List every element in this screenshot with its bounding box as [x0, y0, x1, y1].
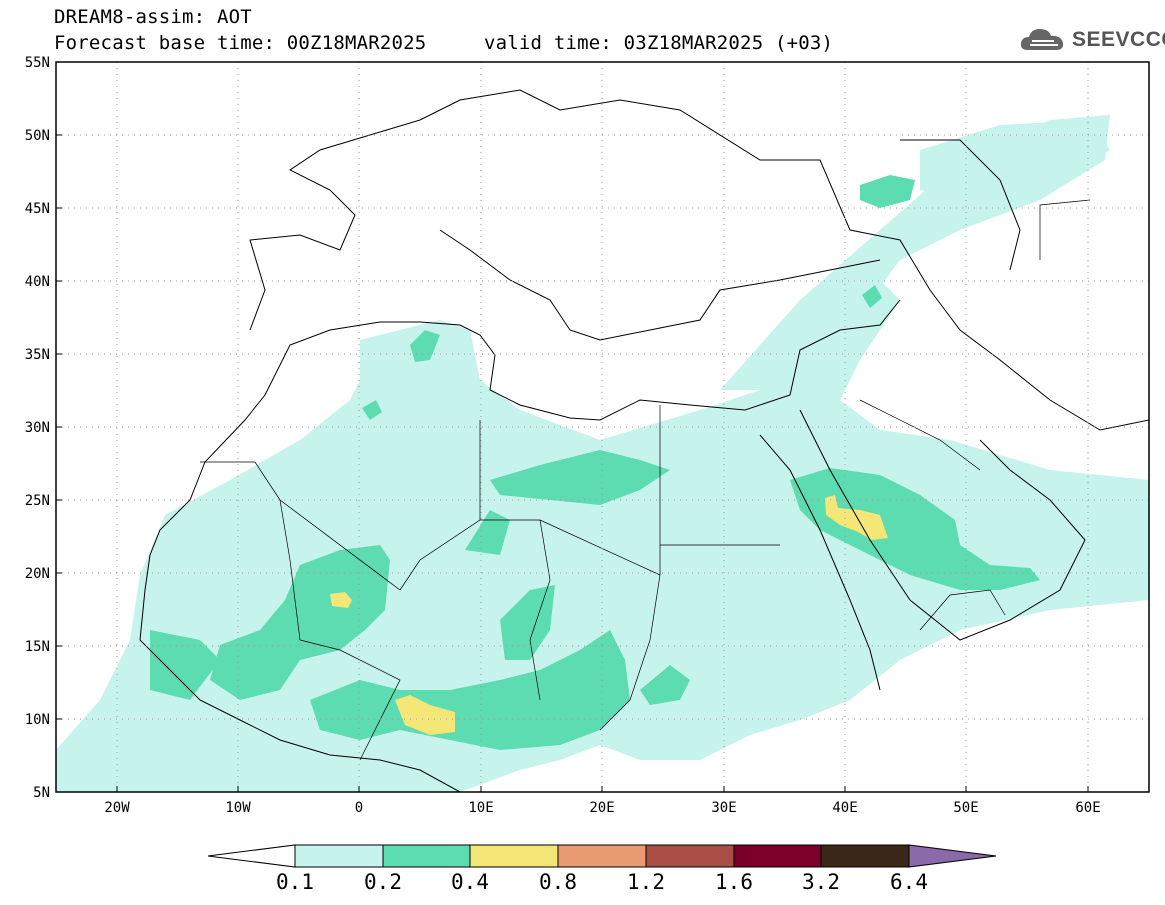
- colorbar-swatch: [733, 844, 822, 868]
- lat-label: 55N: [25, 55, 50, 71]
- lon-label: 20E: [589, 800, 614, 816]
- map-title: DREAM8-assim: AOT: [54, 6, 252, 28]
- lat-label: 20N: [25, 566, 50, 582]
- lon-label: 10E: [468, 800, 493, 816]
- colorbar: [207, 844, 997, 868]
- colorbar-swatch: [645, 844, 735, 868]
- colorbar-swatch: [557, 844, 647, 868]
- colorbar-label: 0.1: [276, 870, 314, 894]
- colorbar-label: 1.2: [627, 870, 665, 894]
- coastlines: [139, 89, 1149, 792]
- lat-label: 25N: [25, 493, 50, 509]
- lat-label: 10N: [25, 712, 50, 728]
- lon-label: 20W: [104, 800, 130, 816]
- lon-label: 10W: [225, 800, 251, 816]
- colorbar-label: 0.8: [539, 870, 577, 894]
- lat-label: 15N: [25, 639, 50, 655]
- colorbar-label: 6.4: [890, 870, 928, 894]
- colorbar-arrow-low: [207, 844, 296, 868]
- lat-label: 45N: [25, 201, 50, 217]
- lon-label: 40E: [832, 800, 857, 816]
- valid-time: valid time: 03Z18MAR2025 (+03): [484, 32, 834, 54]
- forecast-base-time: Forecast base time: 00Z18MAR2025: [54, 32, 427, 54]
- colorbar-swatch: [469, 844, 559, 868]
- axis-ticks: [56, 61, 1089, 793]
- lat-label: 40N: [25, 274, 50, 290]
- lon-label: 30E: [711, 800, 736, 816]
- longitude-labels: 20W 10W 0 10E 20E 30E 40E 50E 60E: [104, 800, 1100, 816]
- lon-label: 0: [355, 800, 363, 816]
- colorbar-arrow-high: [908, 844, 997, 868]
- aot-level-0.4: [330, 495, 888, 735]
- cloud-icon: [1020, 29, 1064, 50]
- lat-label: 5N: [33, 785, 50, 801]
- latitude-labels: 55N 50N 45N 40N 35N 30N 25N 20N 15N 10N …: [25, 55, 50, 801]
- colorbar-swatch: [820, 844, 910, 868]
- colorbar-label: 0.4: [451, 870, 489, 894]
- lat-label: 30N: [25, 420, 50, 436]
- colorbar-label: 3.2: [802, 870, 840, 894]
- lon-label: 60E: [1075, 800, 1100, 816]
- graticule: [56, 62, 1149, 792]
- colorbar-label: 1.6: [715, 870, 753, 894]
- country-borders: [200, 199, 1091, 761]
- lon-label: 50E: [953, 800, 978, 816]
- aot-level-0.2: [150, 175, 1040, 750]
- seevccc-logo: SEEVCCC: [1018, 24, 1165, 56]
- logo-text: SEEVCCC: [1072, 28, 1165, 51]
- lat-label: 35N: [25, 347, 50, 363]
- colorbar-swatch: [382, 844, 471, 868]
- lat-label: 50N: [25, 128, 50, 144]
- colorbar-swatch: [294, 844, 384, 868]
- aot-field: [56, 115, 1149, 792]
- colorbar-label: 0.2: [364, 870, 402, 894]
